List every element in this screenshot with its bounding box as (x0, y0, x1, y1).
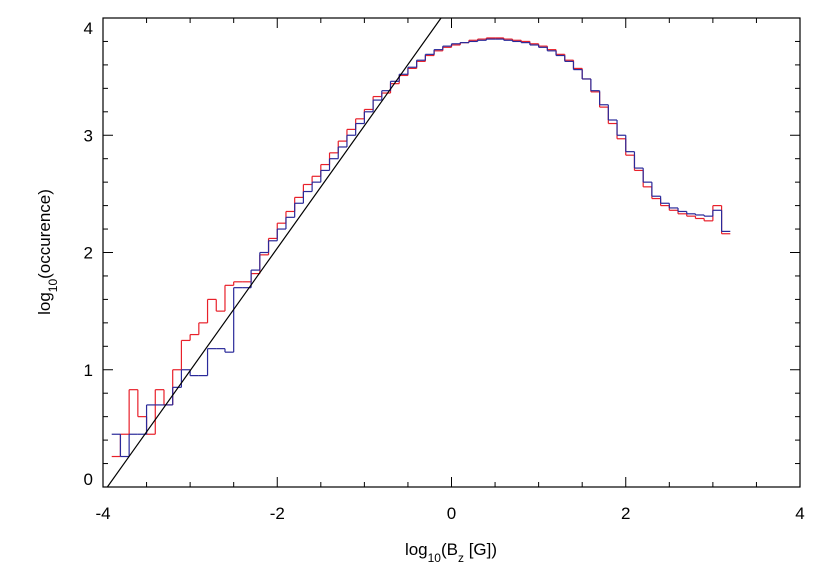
x-tick-label: 2 (621, 504, 630, 523)
label-part: log (35, 292, 54, 315)
x-axis-label: log10(Bz [G]) (405, 540, 497, 565)
label-part: z (458, 551, 464, 565)
y-tick-label: 1 (84, 361, 93, 380)
x-tick-label: 0 (447, 504, 456, 523)
fit-line (106, 18, 442, 487)
label-part: (B (441, 540, 458, 559)
plot-frame (102, 17, 801, 488)
y-tick-label: 3 (84, 126, 93, 145)
label-part: [G]) (464, 540, 497, 559)
y-tick-label: 0 (84, 470, 93, 489)
label-part: 10 (428, 551, 442, 565)
y-axis-label: log10(occurence) (35, 189, 60, 315)
x-tick-label: 4 (795, 504, 804, 523)
plot (106, 18, 731, 487)
y-tick-label: 2 (84, 244, 93, 263)
label-part: 10 (46, 279, 60, 293)
label-part: (occurence) (35, 189, 54, 279)
y-tick-label: 4 (84, 19, 93, 38)
label-part: log (405, 540, 428, 559)
x-tick-label: -4 (95, 504, 110, 523)
x-tick-label: -2 (270, 504, 285, 523)
